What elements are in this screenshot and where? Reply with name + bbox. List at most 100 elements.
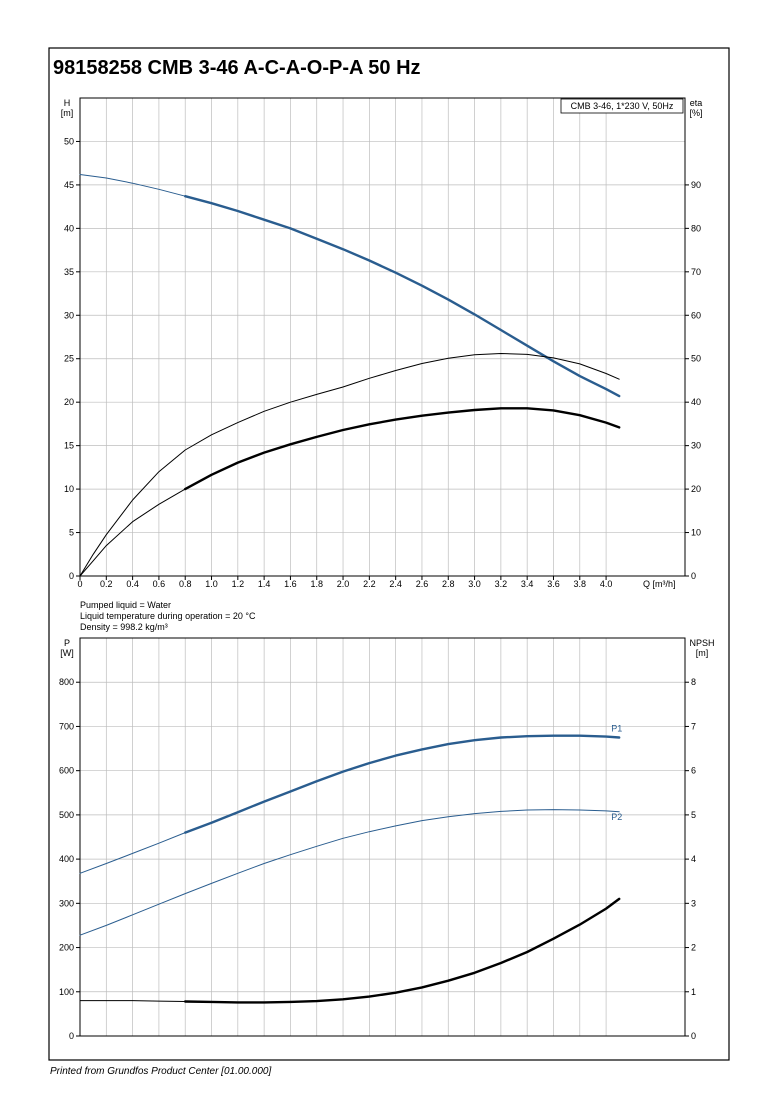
y2-tick-label: 8 (691, 677, 696, 687)
series-line-4 (183, 407, 621, 491)
y-tick-label: 15 (64, 441, 74, 451)
head-grid (80, 98, 685, 576)
x-tick-label: 3.4 (521, 579, 534, 589)
y-tick-label: 35 (64, 267, 74, 277)
x-tick-label: 1.8 (310, 579, 323, 589)
y-tick-label: 5 (69, 528, 74, 538)
series-line-0 (79, 832, 186, 874)
x-tick-label: 1.0 (205, 579, 218, 589)
y-tick-label: 20 (64, 397, 74, 407)
series-line-1 (183, 194, 621, 398)
y-tick-label: 400 (59, 854, 74, 864)
npsh-y2-tick-labels: 0 1 2 3 4 5 6 7 8 (685, 677, 696, 1041)
y-tick-label: 10 (64, 484, 74, 494)
head-y-tick-labels: 0 5 10 15 20 25 30 35 40 45 50 (64, 136, 80, 581)
x-tick-label: 2.2 (363, 579, 376, 589)
y-tick-label: 0 (69, 1031, 74, 1041)
head-y-axis-label-symbol: H (64, 98, 71, 108)
y2-tick-label: 60 (691, 310, 701, 320)
y2-tick-label: 0 (691, 1031, 696, 1041)
power-series-lines (79, 734, 621, 1004)
y-tick-label: 300 (59, 898, 74, 908)
y2-tick-label: 3 (691, 898, 696, 908)
y-tick-label: 30 (64, 310, 74, 320)
power-plot-frame (79, 637, 686, 1037)
series-line-3 (79, 488, 186, 577)
y2-tick-label: 20 (691, 484, 701, 494)
legend-box (560, 98, 684, 114)
head-x-tick-labels: 0 0.2 0.4 0.6 0.8 1.0 1.2 1.4 1.6 1.8 2.0 2.2 2.4 2.6… (77, 576, 612, 589)
y-tick-label: 25 (64, 354, 74, 364)
note-pumped-liquid: Pumped liquid = Water (80, 600, 171, 610)
head-y-axis-label-unit: [m] (61, 108, 74, 118)
power-y-tick-labels: 0 100 200 300 400 500 600 700 800 (59, 677, 80, 1041)
y2-tick-label: 5 (691, 810, 696, 820)
series-line-2 (79, 809, 620, 936)
x-tick-label: 1.4 (258, 579, 271, 589)
power-npsh-chart: 0 100 200 300 400 500 600 700 800 0 1 2 3 4 5 6 7 8 P1 P2… (59, 637, 715, 1041)
y2-tick-label: 50 (691, 354, 701, 364)
x-tick-label: 3.2 (495, 579, 508, 589)
y2-tick-label: 90 (691, 180, 701, 190)
series-line-3 (79, 1000, 186, 1002)
y2-tick-label: 1 (691, 987, 696, 997)
x-tick-label: 3.0 (468, 579, 481, 589)
series-line-0 (79, 174, 186, 197)
y-tick-label: 100 (59, 987, 74, 997)
x-tick-label: 2.8 (442, 579, 455, 589)
y-tick-label: 0 (69, 571, 74, 581)
x-tick-label: 3.6 (547, 579, 560, 589)
y-tick-label: 50 (64, 136, 74, 146)
note-liquid-temperature: Liquid temperature during operation = 20… (80, 611, 256, 621)
y2-tick-label: 70 (691, 267, 701, 277)
series-line-4 (183, 897, 621, 1004)
eta-axis-label-symbol: eta (690, 98, 703, 108)
npsh-axis-label-unit: [m] (696, 648, 709, 658)
legend-box-label: CMB 3-46, 1*230 V, 50Hz (571, 101, 674, 111)
x-tick-label: 4.0 (600, 579, 613, 589)
eta-axis-label-unit: [%] (689, 108, 702, 118)
x-tick-label: 0.2 (100, 579, 113, 589)
y-tick-label: 500 (59, 810, 74, 820)
x-tick-label: 2.0 (337, 579, 350, 589)
power-y-axis-label-symbol: P (64, 638, 70, 648)
y2-tick-label: 80 (691, 223, 701, 233)
y-tick-label: 800 (59, 677, 74, 687)
x-tick-label: 3.8 (574, 579, 587, 589)
x-tick-label: 0.6 (153, 579, 166, 589)
series-label-p1: P1 (611, 724, 622, 734)
power-series-labels: P1 P2 (611, 724, 622, 822)
power-y-axis-label-unit: [W] (60, 648, 74, 658)
x-tick-label: 1.2 (232, 579, 245, 589)
power-grid (80, 638, 685, 1036)
x-tick-label: 0.4 (126, 579, 139, 589)
y2-tick-label: 4 (691, 854, 696, 864)
flow-axis-label: Q [m³/h] (643, 579, 676, 589)
y-tick-label: 40 (64, 223, 74, 233)
y-tick-label: 700 (59, 721, 74, 731)
page-frame (48, 47, 730, 1061)
x-tick-label: 0 (77, 579, 82, 589)
footer-print-note: Printed from Grundfos Product Center [01… (50, 1066, 272, 1077)
series-line-1 (183, 734, 621, 834)
page-title: 98158258 CMB 3-46 A-C-A-O-P-A 50 Hz (53, 57, 421, 79)
head-series-lines (79, 174, 621, 577)
head-plot-frame (79, 97, 686, 577)
head-y2-tick-labels: 0 10 20 30 40 50 60 70 80 90 (685, 180, 701, 581)
note-density: Density = 998.2 kg/m³ (80, 622, 168, 632)
x-tick-label: 2.6 (416, 579, 429, 589)
y2-tick-label: 30 (691, 441, 701, 451)
y-tick-label: 45 (64, 180, 74, 190)
x-tick-label: 1.6 (284, 579, 297, 589)
npsh-axis-label-symbol: NPSH (689, 638, 714, 648)
y2-tick-label: 0 (691, 571, 696, 581)
y2-tick-label: 6 (691, 766, 696, 776)
head-efficiency-chart: 0 0.2 0.4 0.6 0.8 1.0 1.2 1.4 1.6 1.8 2.0 2.2 2.4 2.6… (61, 97, 703, 632)
y2-tick-label: 10 (691, 528, 701, 538)
y2-tick-label: 7 (691, 721, 696, 731)
series-label-p2: P2 (611, 812, 622, 822)
y-tick-label: 600 (59, 766, 74, 776)
x-tick-label: 2.4 (389, 579, 402, 589)
x-tick-label: 0.8 (179, 579, 192, 589)
